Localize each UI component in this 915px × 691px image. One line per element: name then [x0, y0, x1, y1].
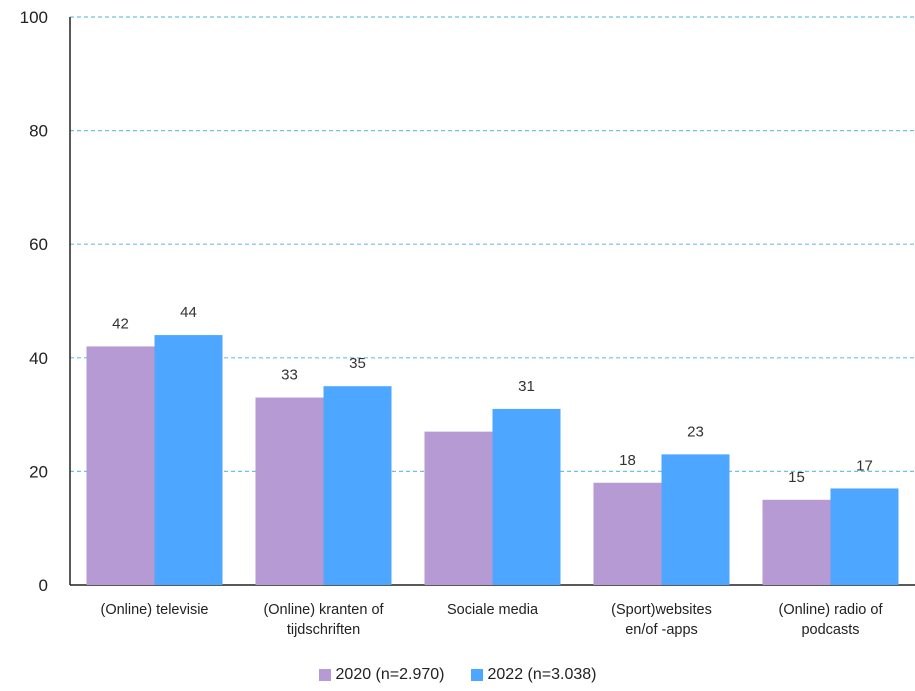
bar-2020[interactable] [593, 482, 662, 585]
data-label: 23 [687, 423, 704, 440]
data-label: 33 [281, 367, 298, 384]
y-tick-label: 100 [20, 8, 48, 27]
legend-label-2022: 2022 (n=3.038) [487, 666, 597, 683]
bar-2022[interactable] [492, 408, 561, 585]
y-tick-label: 40 [29, 349, 48, 368]
y-axis-ticks: 0 20 40 60 80 100 [20, 8, 48, 595]
bar-2020[interactable] [762, 499, 831, 585]
x-category-label: tijdschriften [287, 622, 360, 638]
legend-label-2020: 2020 (n=2.970) [335, 666, 445, 683]
data-label: 44 [180, 304, 197, 321]
x-category-label: (Online) radio of [779, 602, 884, 618]
bars [86, 335, 899, 585]
x-category-label: Sociale media [447, 602, 539, 618]
legend-swatch-2022 [470, 669, 483, 681]
x-category-label: (Sport)websites [611, 602, 712, 618]
data-labels: 42 44 33 35 31 18 23 15 17 [112, 304, 873, 486]
y-tick-label: 80 [29, 122, 48, 141]
bar-2020[interactable] [86, 346, 155, 585]
data-label: 42 [112, 315, 129, 332]
data-label: 35 [349, 355, 366, 372]
bar-2020[interactable] [255, 397, 324, 585]
y-tick-label: 20 [29, 462, 48, 481]
bar-2022[interactable] [154, 335, 223, 585]
x-category-label: (Online) televisie [101, 602, 209, 618]
legend-item-2020[interactable]: 2020 (n=2.970) [318, 666, 445, 684]
bar-2022[interactable] [830, 488, 899, 585]
x-axis-categories: (Online) televisie (Online) kranten of tij… [101, 602, 884, 638]
y-tick-label: 0 [39, 576, 48, 595]
y-tick-label: 60 [29, 235, 48, 254]
data-label: 15 [788, 469, 805, 486]
x-category-label: (Online) kranten of [263, 602, 384, 618]
bar-2020[interactable] [424, 431, 493, 585]
data-label: 31 [518, 378, 535, 395]
bar-2022[interactable] [661, 454, 730, 585]
legend-item-2022[interactable]: 2022 (n=3.038) [470, 666, 597, 684]
data-label: 17 [856, 457, 873, 474]
legend-swatch-2020 [318, 669, 331, 681]
bar-2022[interactable] [323, 386, 392, 585]
x-category-label: podcasts [801, 622, 859, 638]
legend: 2020 (n=2.970) 2022 (n=3.038) [0, 664, 915, 686]
x-category-label: en/of -apps [625, 622, 698, 638]
data-label: 18 [619, 452, 636, 469]
